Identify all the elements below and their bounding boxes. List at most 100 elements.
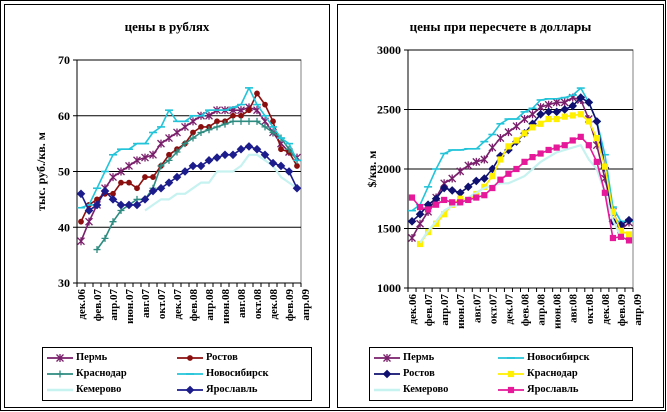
point-perm xyxy=(56,354,64,362)
legend-label: Кемерово xyxy=(76,384,122,395)
point-yaroslavl xyxy=(561,142,568,149)
legend-swatch xyxy=(47,370,73,378)
point-yaroslavl xyxy=(433,201,440,208)
legend-label: Новосибирск xyxy=(527,352,590,363)
point-rostov xyxy=(584,98,594,107)
point-rostov xyxy=(254,90,260,97)
x-tick-label: апр.08 xyxy=(204,289,216,321)
legend-swatch xyxy=(374,369,400,379)
point-rostov xyxy=(166,151,172,158)
point-perm xyxy=(85,217,93,226)
x-tick-label: дек.06 xyxy=(76,289,88,320)
y-tick-label: 1000 xyxy=(377,281,401,295)
point-yaroslavl xyxy=(601,189,608,196)
point-perm xyxy=(416,219,425,228)
legend-swatch xyxy=(498,370,524,378)
point-yaroslavl xyxy=(473,194,480,201)
point-krasnodar xyxy=(569,112,576,119)
point-krasnodar xyxy=(213,123,221,131)
legend-item-yaroslavl: Ярославль xyxy=(177,383,257,397)
point-krasnodar xyxy=(513,137,520,144)
legend-label: Пермь xyxy=(76,352,108,363)
point-rostov xyxy=(230,112,236,119)
point-krasnodar xyxy=(173,148,181,156)
point-rostov xyxy=(150,174,156,180)
left-chart-svg: 30 40 50 60 70 тыс. руб./кв. м дек.06 фев.07 апр… xyxy=(34,53,312,324)
point-krasnodar xyxy=(585,118,592,125)
point-rostov xyxy=(78,218,84,225)
x-tick-label: июн.08 xyxy=(552,294,564,329)
point-rostov xyxy=(552,107,561,117)
point-yaroslavl xyxy=(172,172,182,182)
point-rostov xyxy=(187,355,193,361)
point-yaroslavl xyxy=(236,144,246,154)
point-perm xyxy=(165,134,173,143)
point-yaroslavl xyxy=(220,150,230,160)
point-krasnodar xyxy=(625,231,633,238)
legend-swatch xyxy=(177,373,203,375)
point-rostov xyxy=(214,118,220,125)
legend-item-kemerovo: Кемерово xyxy=(47,383,121,397)
right-chart-panel: цены при пересчете в доллары 1000 1500 200… xyxy=(337,4,664,408)
point-krasnodar xyxy=(93,246,101,254)
point-rostov xyxy=(134,185,140,192)
y-tick-label: 3000 xyxy=(377,43,401,57)
point-yaroslavl xyxy=(625,237,633,244)
point-perm xyxy=(456,167,465,176)
legend-item-perm: Пермь xyxy=(47,351,107,365)
x-tick-label: фев.08 xyxy=(188,289,200,322)
legend-label: Новосибирск xyxy=(206,368,269,379)
point-perm xyxy=(237,106,245,115)
point-yaroslavl xyxy=(497,176,504,183)
point-krasnodar xyxy=(221,120,229,128)
point-yaroslavl xyxy=(537,150,544,157)
point-perm xyxy=(117,167,125,176)
y-tick-label: 2500 xyxy=(377,103,401,117)
point-rostov xyxy=(118,179,124,186)
point-krasnodar xyxy=(261,123,269,131)
left-chart-title: цены в рублях xyxy=(124,19,210,34)
legend-swatch xyxy=(374,388,400,392)
point-yaroslavl xyxy=(424,206,432,213)
point-yaroslavl xyxy=(260,150,270,160)
x-tick-label: фев.07 xyxy=(423,294,435,327)
point-yaroslavl xyxy=(408,194,416,201)
right-chart-svg: 1000 1500 2000 2500 3000 $/кв. м дек.06 фев.07 а… xyxy=(365,43,644,329)
point-yaroslavl xyxy=(513,165,520,173)
point-rostov xyxy=(142,174,148,180)
legend-swatch xyxy=(47,354,73,362)
point-perm xyxy=(528,110,537,119)
point-perm xyxy=(383,354,391,362)
point-rostov xyxy=(463,182,473,192)
x-tick-label: фев.09 xyxy=(284,289,296,322)
point-rostov xyxy=(382,369,392,379)
point-krasnodar xyxy=(269,128,277,136)
point-rostov xyxy=(278,146,284,153)
line-perm xyxy=(411,96,630,239)
point-krasnodar xyxy=(593,134,600,142)
point-yaroslavl xyxy=(585,142,592,149)
point-rostov xyxy=(407,217,417,226)
point-yaroslavl xyxy=(84,206,94,215)
point-perm xyxy=(205,111,213,120)
point-yaroslavl xyxy=(441,196,448,204)
point-perm xyxy=(133,156,141,165)
x-tick-label: июн.08 xyxy=(220,289,232,324)
legend-swatch xyxy=(177,355,203,361)
point-yaroslavl xyxy=(228,150,238,160)
x-tick-label: окт.07 xyxy=(156,289,168,320)
x-tick-label: дек.08 xyxy=(268,289,280,320)
point-yaroslavl xyxy=(284,167,294,176)
point-rostov xyxy=(294,163,300,169)
point-perm xyxy=(488,143,497,152)
point-perm xyxy=(448,174,457,183)
point-perm xyxy=(149,150,157,159)
point-perm xyxy=(157,139,165,148)
point-yaroslavl xyxy=(204,156,214,165)
point-krasnodar xyxy=(229,117,237,125)
x-tick-label: окт.08 xyxy=(584,294,596,325)
legend-swatch xyxy=(374,354,400,362)
line-novosibirsk xyxy=(80,87,298,209)
point-perm xyxy=(496,134,505,143)
point-krasnodar xyxy=(553,115,560,123)
